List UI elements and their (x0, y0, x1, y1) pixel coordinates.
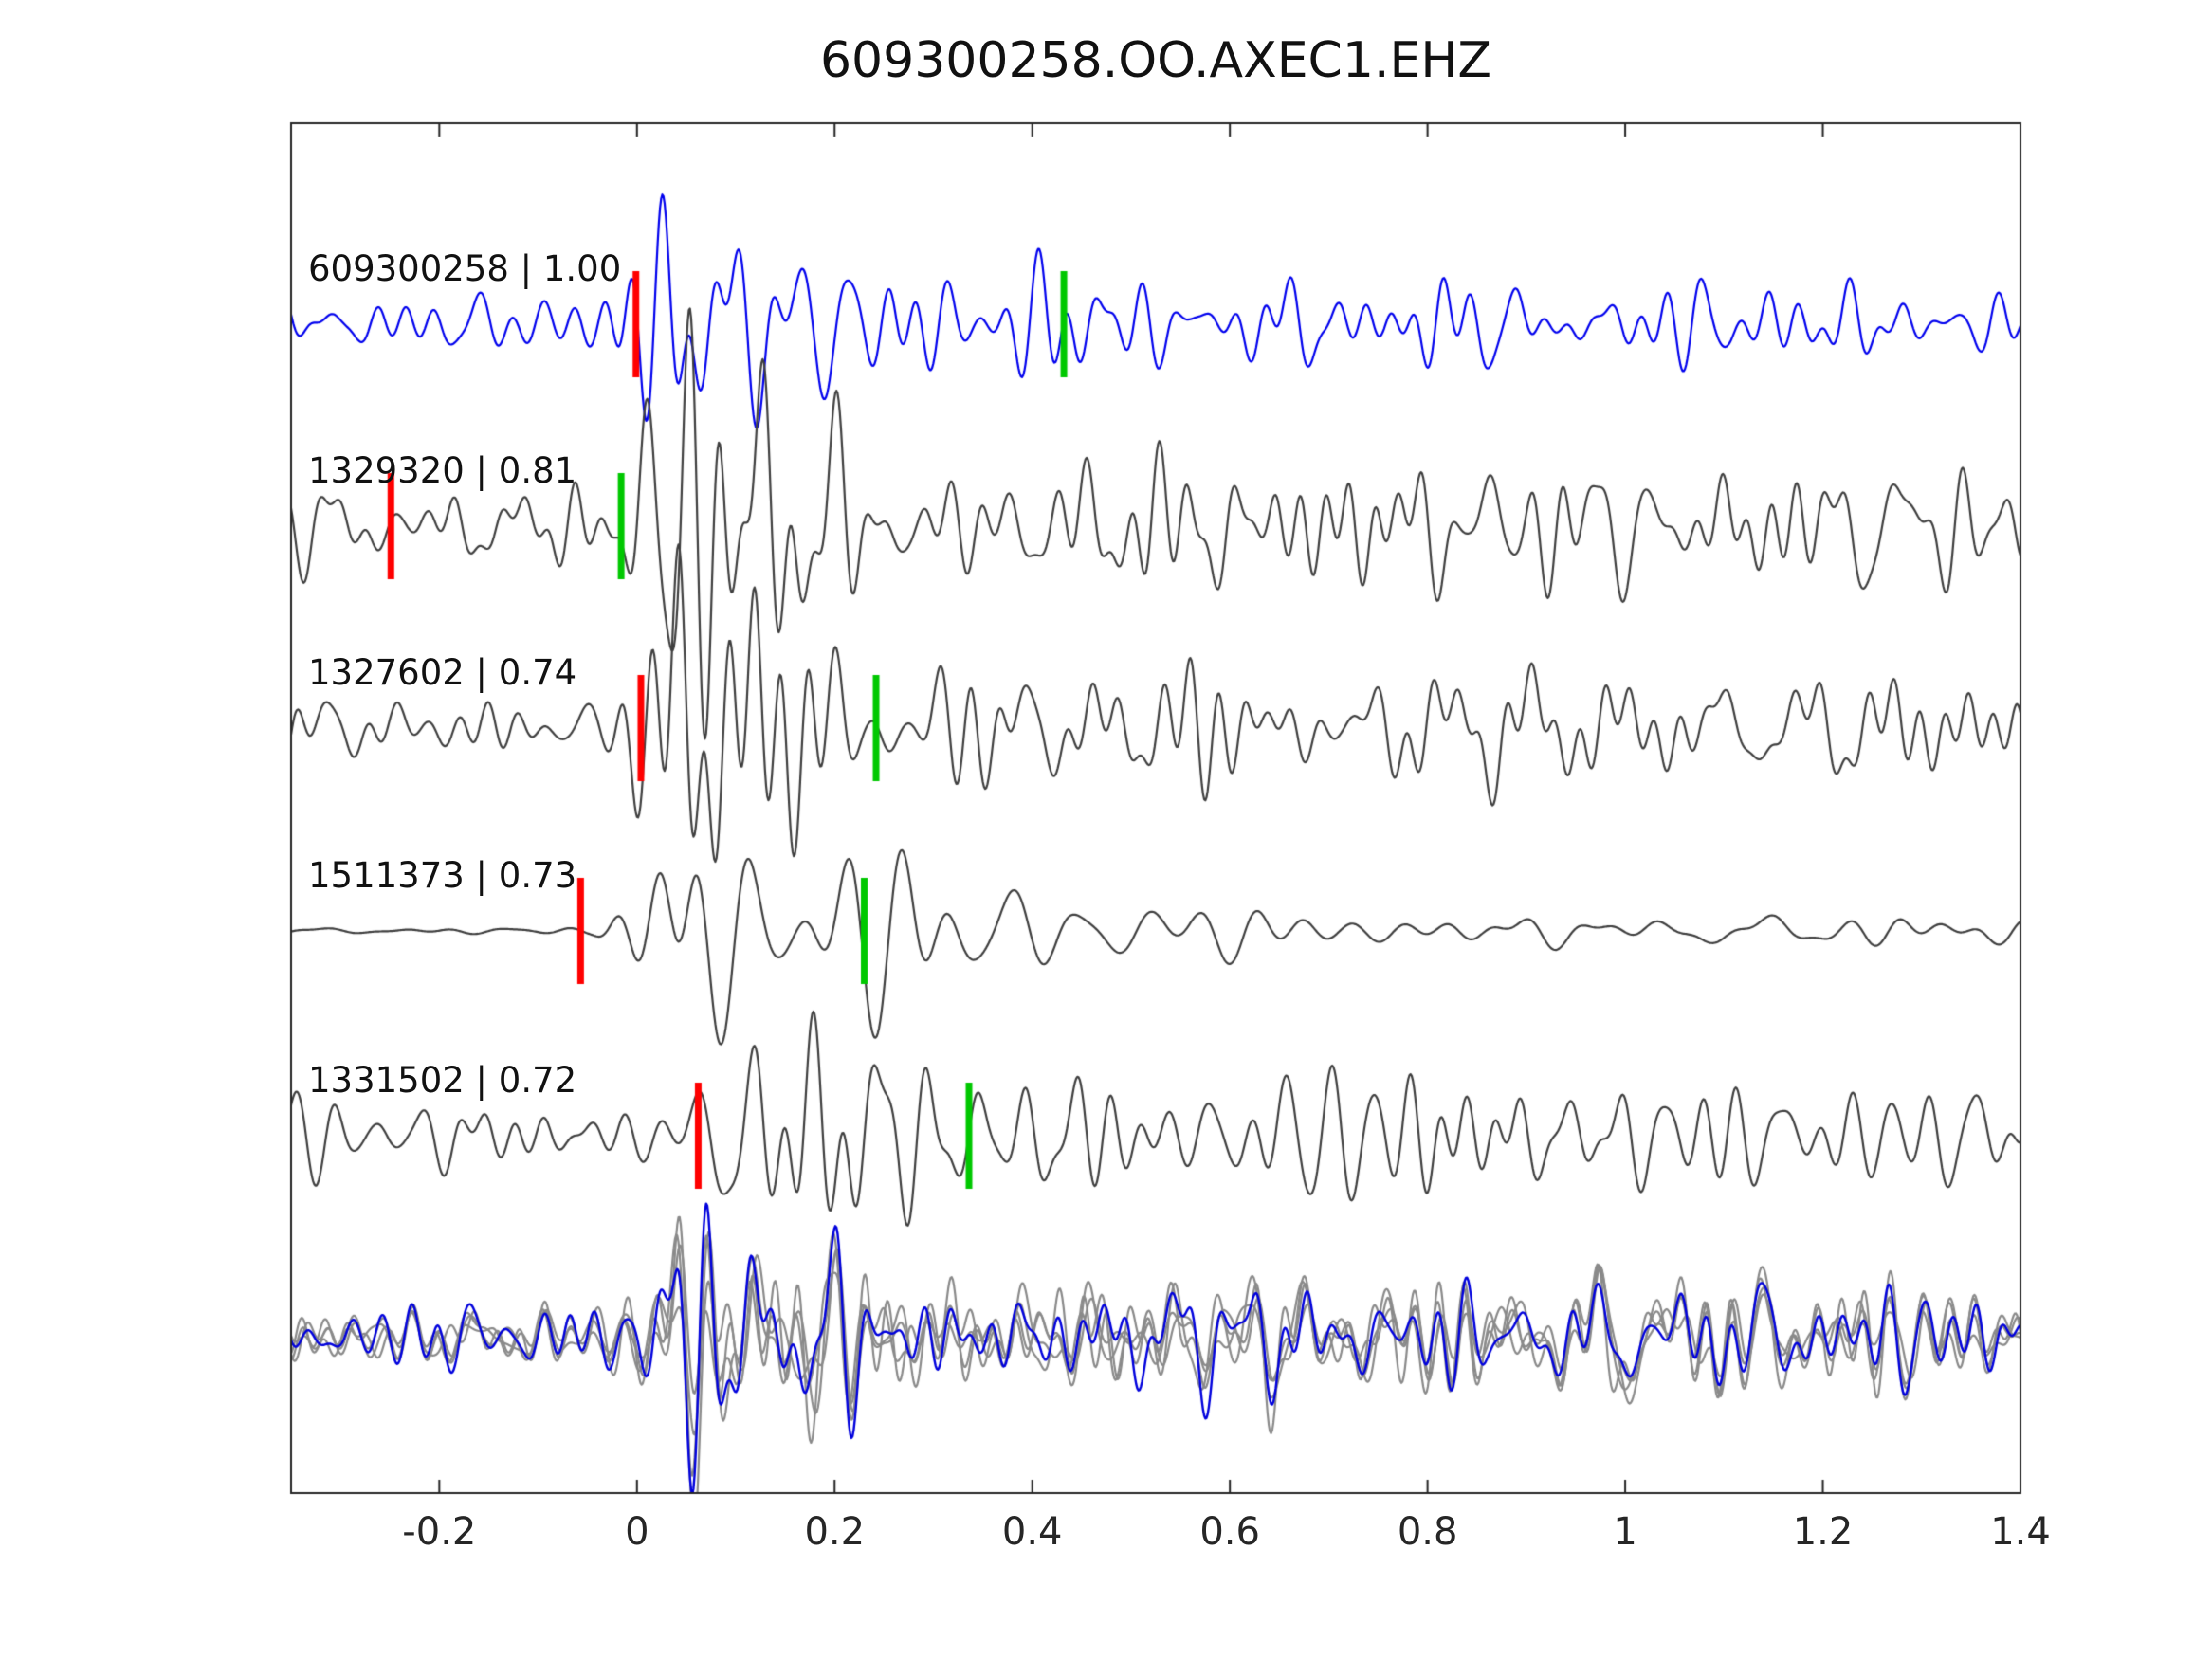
trace-label-detection-1: 1329320 | 0.81 (308, 450, 577, 491)
trace-label-template: 609300258 | 1.00 (308, 248, 622, 289)
x-tick-label: 1 (1613, 1510, 1637, 1554)
x-tick-label: 0 (625, 1510, 649, 1554)
trace-label-detection-3: 1511373 | 0.73 (308, 855, 577, 896)
x-tick-label: 0.8 (1397, 1510, 1458, 1554)
x-tick-label: 1.4 (1990, 1510, 2051, 1554)
x-tick-label: 0.6 (1199, 1510, 1260, 1554)
x-tick-label: -0.2 (402, 1510, 477, 1554)
x-tick-label: 0.2 (804, 1510, 866, 1554)
trace-label-detection-2: 1327602 | 0.74 (308, 652, 577, 693)
x-tick-label: 1.2 (1792, 1510, 1854, 1554)
x-tick-label: 0.4 (1001, 1510, 1063, 1554)
trace-label-detection-4: 1331502 | 0.72 (308, 1060, 577, 1101)
chart-title: 609300258.OO.AXEC1.EHZ (819, 32, 1492, 89)
